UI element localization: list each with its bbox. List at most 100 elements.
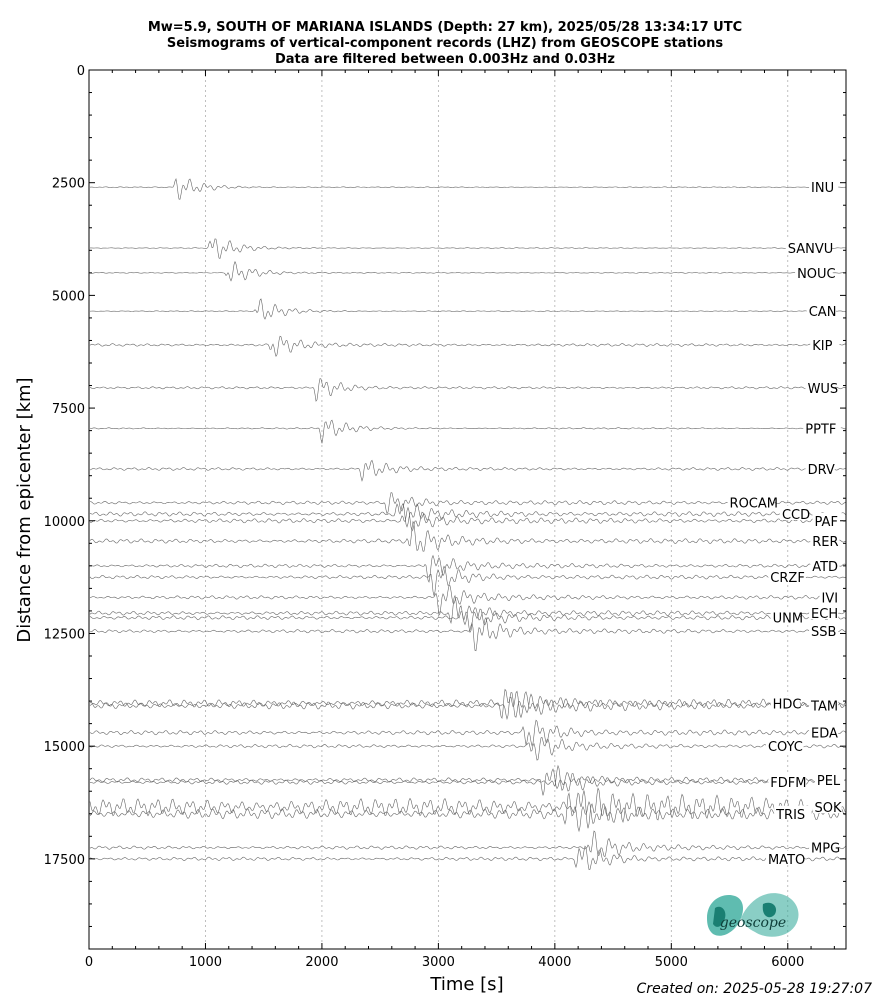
- station-label-fdfm: FDFM: [770, 776, 806, 791]
- y-tick-label: 17500: [44, 853, 85, 868]
- station-label-mpg: MPG: [811, 842, 840, 857]
- trace-sanvu: [89, 238, 847, 259]
- trace-mpg: [89, 830, 847, 857]
- trace-can: [89, 298, 847, 320]
- trace-nouc: [89, 260, 847, 282]
- station-label-bg: [809, 697, 839, 712]
- station-label-sanvu: SANVU: [788, 242, 834, 257]
- trace-rocam: [89, 492, 847, 515]
- trace-fdfm: [89, 764, 847, 792]
- station-label-bg: [803, 420, 841, 435]
- trace-wus: [89, 378, 847, 402]
- station-label-ccd: CCD: [782, 508, 810, 523]
- station-label-sok: SOK: [815, 801, 842, 816]
- station-label-bg: [812, 799, 842, 814]
- station-label-bg: [809, 724, 839, 739]
- trace-ivi: [89, 585, 847, 616]
- trace-tam: [89, 690, 847, 721]
- station-label-bg: [809, 839, 839, 854]
- trace-hdc: [89, 688, 847, 720]
- trace-pptf: [89, 419, 847, 444]
- trace-coyc: [89, 737, 847, 761]
- station-label-bg: [765, 850, 804, 865]
- trace-crzf: [89, 565, 847, 596]
- plot-frame: [88, 69, 847, 950]
- station-label-paf: PAF: [815, 515, 838, 530]
- station-label-bg: [727, 494, 774, 509]
- x-tick-label: 3000: [422, 955, 455, 970]
- logo-continent-icon: [713, 902, 777, 927]
- station-label-rocam: ROCAM: [730, 497, 778, 512]
- trace-mato: [89, 845, 847, 870]
- y-tick-label: 7500: [52, 402, 85, 417]
- station-label-can: CAN: [809, 305, 837, 320]
- station-label-ssb: SSB: [811, 625, 836, 640]
- station-label-unm: UNM: [773, 612, 803, 627]
- axis-ticks: 0 1000 2000 3000 4000 5000 6000 0 2500 5000 7500 10…: [44, 64, 846, 970]
- station-label-bg: [765, 738, 804, 753]
- station-label-tris: TRIS: [775, 808, 805, 823]
- y-tick-label: 15000: [44, 740, 85, 755]
- station-label-pel: PEL: [817, 774, 841, 789]
- x-axis-label: Time [s]: [429, 974, 503, 995]
- station-label-bg: [809, 623, 839, 638]
- trace-sok: [89, 787, 847, 829]
- station-label-bg: [814, 771, 845, 786]
- station-label-ivi: IVI: [822, 591, 839, 606]
- y-tick-label: 5000: [52, 289, 85, 304]
- trace-rer: [89, 520, 847, 552]
- trace-atd: [89, 554, 847, 583]
- y-tick-label: 12500: [44, 627, 85, 642]
- station-label-bg: [806, 303, 836, 318]
- station-label-pptf: PPTF: [805, 422, 836, 437]
- y-tick-label: 10000: [44, 515, 85, 530]
- station-label-bg: [805, 379, 835, 394]
- station-label-bg: [774, 805, 812, 820]
- station-label-bg: [770, 695, 800, 710]
- station-label-nouc: NOUC: [797, 267, 836, 282]
- station-label-bg: [819, 589, 849, 604]
- y-axis-label: Distance from epicenter [km]: [14, 377, 35, 642]
- station-label-bg: [809, 179, 839, 194]
- x-grid: [205, 70, 789, 949]
- station-label-crzf: CRZF: [770, 571, 805, 586]
- logo-text: geoscope: [720, 915, 786, 931]
- station-label-bg: [770, 609, 800, 624]
- station-label-inu: INU: [811, 181, 834, 196]
- station-label-bg: [810, 533, 840, 548]
- x-tick-label: 0: [85, 955, 93, 970]
- trace-drv: [89, 459, 847, 482]
- created-on-text: Created on: 2025-05-28 19:27:07: [636, 981, 872, 997]
- trace-ccd: [89, 502, 847, 528]
- trace-tris: [89, 792, 847, 833]
- station-label-bg: [805, 460, 835, 475]
- station-label-kip: KIP: [812, 339, 832, 354]
- trace-unm: [89, 605, 847, 634]
- station-label-bg: [768, 569, 806, 584]
- station-label-bg: [810, 336, 840, 351]
- chart-title-line2: Seismograms of vertical-component record…: [167, 36, 723, 51]
- x-tick-label: 4000: [538, 955, 571, 970]
- trace-paf: [89, 506, 847, 532]
- x-tick-label: 2000: [305, 955, 338, 970]
- station-label-mato: MATO: [768, 853, 805, 868]
- geoscope-logo: geoscope: [707, 893, 799, 937]
- station-label-bg: [812, 512, 842, 527]
- station-label-bg: [779, 506, 810, 521]
- trace-kip: [89, 335, 847, 358]
- station-label-rer: RER: [812, 535, 838, 550]
- station-labels: INU SANVU NOUC CAN KIP WUS PPTF DRV ROCAM CCD PAF R…: [727, 179, 849, 868]
- station-label-bg: [795, 264, 833, 279]
- station-label-bg: [810, 557, 840, 572]
- y-tick-label: 0: [77, 64, 85, 79]
- x-tick-label: 6000: [771, 955, 804, 970]
- trace-ech: [89, 594, 847, 626]
- trace-ssb: [89, 616, 847, 652]
- chart-title-line1: Mw=5.9, SOUTH OF MARIANA ISLANDS (Depth:…: [148, 20, 742, 35]
- chart-title-line3: Data are filtered between 0.003Hz and 0.…: [275, 52, 615, 67]
- station-label-eda: EDA: [811, 727, 838, 742]
- station-label-wus: WUS: [808, 382, 839, 397]
- trace-inu: [89, 178, 847, 200]
- trace-pel: [89, 768, 847, 796]
